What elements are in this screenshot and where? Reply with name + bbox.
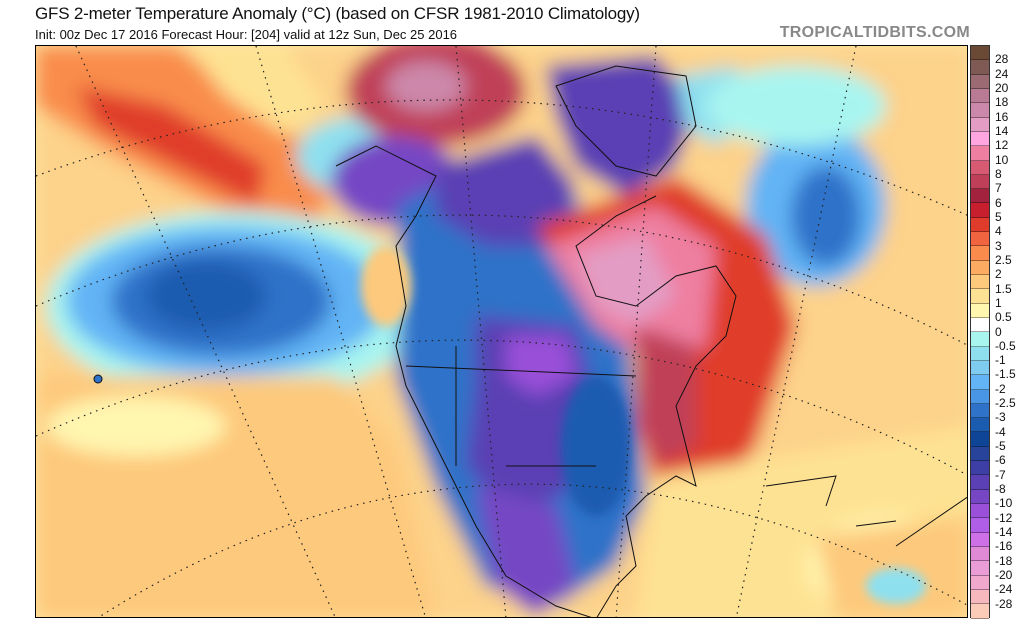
- colorbar-swatch: [971, 174, 989, 190]
- colorbar-label: 0.5: [995, 310, 1012, 325]
- map-title: GFS 2-meter Temperature Anomaly (°C) (ba…: [35, 4, 640, 23]
- colorbar-swatch: [971, 604, 989, 619]
- colorbar-swatch: [971, 461, 989, 476]
- colorbar-swatch: [971, 117, 989, 132]
- colorbar-label: -14: [995, 525, 1013, 540]
- colorbar-label: 1.5: [995, 281, 1012, 296]
- colorbar-label: 18: [995, 95, 1009, 110]
- colorbar-label: 5: [995, 209, 1002, 224]
- colorbar-swatch: [971, 532, 989, 547]
- colorbar-label: -18: [995, 553, 1013, 568]
- colorbar-label: -1.5: [995, 367, 1016, 382]
- colorbar-swatch: [971, 546, 989, 562]
- colorbar-swatch: [971, 589, 989, 605]
- colorbar-label: -3: [995, 410, 1006, 425]
- colorbar-label: 20: [995, 80, 1009, 95]
- colorbar-label: -5: [995, 439, 1006, 454]
- colorbar-label: -1: [995, 353, 1006, 368]
- graticule-lines: [36, 46, 967, 617]
- colorbar-label: 6: [995, 195, 1002, 210]
- colorbar-label: 1: [995, 295, 1002, 310]
- colorbar-label: 8: [995, 166, 1002, 181]
- colorbar-swatch: [971, 289, 989, 304]
- colorbar-swatch: [971, 260, 989, 275]
- colorbar-label: -4: [995, 424, 1006, 439]
- colorbar-label: 2: [995, 267, 1002, 282]
- colorbar-swatch: [971, 46, 989, 61]
- colorbar-label: -7: [995, 467, 1006, 482]
- colorbar-swatch: [971, 360, 989, 376]
- brand-logo-text: TROPICALTIDBITS.COM: [779, 24, 970, 41]
- colorbar-label: -16: [995, 539, 1013, 554]
- colorbar-swatch: [971, 561, 989, 576]
- colorbar-swatch: [971, 74, 989, 89]
- colorbar-swatch: [971, 246, 989, 261]
- colorbar-swatch: [971, 375, 989, 390]
- colorbar-label: 4: [995, 224, 1002, 239]
- colorbar-swatch: [971, 432, 989, 447]
- colorbar-swatch: [971, 389, 989, 404]
- colorbar-swatch: [971, 418, 989, 433]
- colorbar-label: 2.5: [995, 252, 1012, 267]
- colorbar-label: 10: [995, 152, 1009, 167]
- colorbar-swatch: [971, 203, 989, 218]
- temperature-anomaly-map: [35, 45, 968, 618]
- colorbar-swatch: [971, 575, 989, 590]
- colorbar-swatch: [971, 131, 989, 147]
- colorbar-swatch: [971, 518, 989, 533]
- colorbar-swatch: [971, 60, 989, 75]
- colorbar-swatch: [971, 346, 989, 361]
- colorbar-swatch: [971, 217, 989, 233]
- colorbar-swatch: [971, 232, 989, 247]
- colorbar-swatch: [971, 475, 989, 490]
- colorbar-label: 28: [995, 52, 1009, 67]
- colorbar-label: -2: [995, 381, 1006, 396]
- colorbar-label: 12: [995, 138, 1009, 153]
- colorbar-label: -6: [995, 453, 1006, 468]
- colorbar-label: 3: [995, 238, 1002, 253]
- coastlines: [335, 65, 967, 617]
- colorbar-swatch: [971, 160, 989, 175]
- map-subtitle: Init: 00z Dec 17 2016 Forecast Hour: [20…: [35, 27, 458, 42]
- colorbar-label: -20: [995, 568, 1013, 583]
- colorbar-label: -28: [995, 596, 1013, 611]
- colorbar-swatch: [971, 317, 989, 333]
- colorbar-label: -8: [995, 482, 1006, 497]
- colorbar-label: 7: [995, 181, 1002, 196]
- colorbar-swatch: [971, 303, 989, 318]
- colorbar-swatch: [971, 504, 989, 519]
- colorbar-label: -24: [995, 582, 1013, 597]
- colorbar-label: 0: [995, 324, 1002, 339]
- colorbar: [970, 45, 990, 619]
- colorbar-label: -12: [995, 510, 1013, 525]
- colorbar-label: -10: [995, 496, 1013, 511]
- colorbar-label: 24: [995, 66, 1009, 81]
- colorbar-labels: 28 24 20 18 16 14 12 10 8 7 6 5 4 3 2.5 2 1.5 1 0.5 0 -0.5 -1…: [995, 45, 1024, 618]
- colorbar-label: 14: [995, 123, 1009, 138]
- colorbar-label: -0.5: [995, 338, 1016, 353]
- colorbar-swatch: [971, 103, 989, 118]
- colorbar-swatch: [971, 489, 989, 504]
- colorbar-label: 16: [995, 109, 1009, 124]
- colorbar-swatch: [971, 403, 989, 419]
- anomaly-field: [36, 46, 967, 617]
- colorbar-label: -2.5: [995, 396, 1016, 411]
- colorbar-swatch: [971, 189, 989, 204]
- colorbar-swatch: [971, 446, 989, 462]
- colorbar-swatch: [971, 146, 989, 161]
- colorbar-swatch: [971, 332, 989, 347]
- colorbar-swatch: [971, 88, 989, 104]
- colorbar-swatch: [971, 275, 989, 290]
